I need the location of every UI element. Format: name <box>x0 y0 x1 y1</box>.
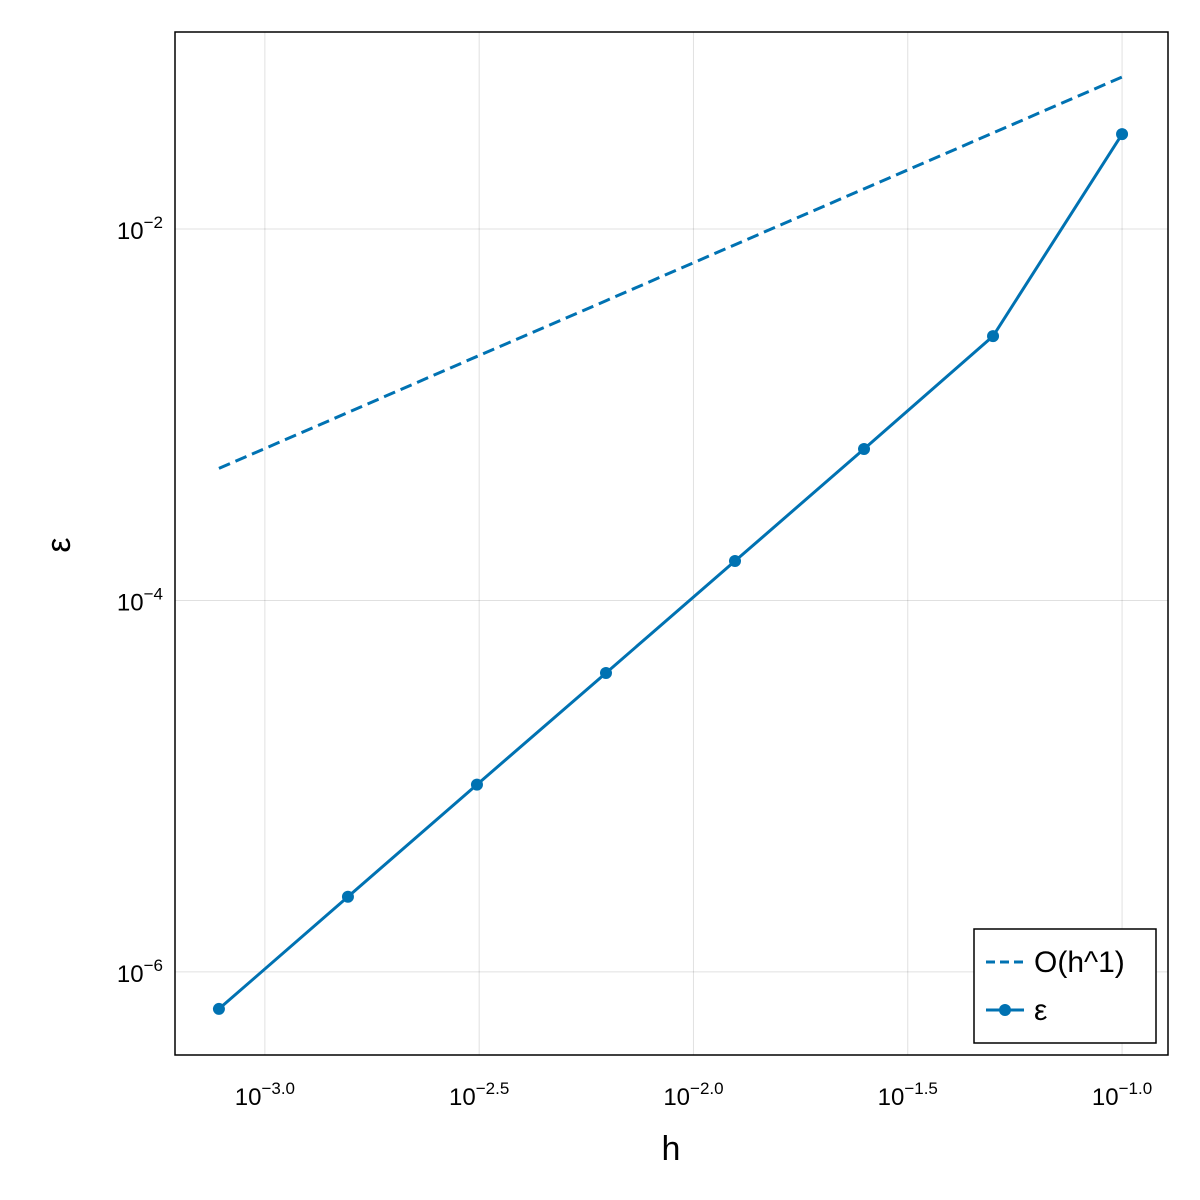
tick-label-exponent: −4 <box>144 584 163 603</box>
tick-label-exponent: −3.0 <box>261 1079 295 1098</box>
data-point <box>858 442 871 455</box>
tick-label: 10−6 <box>117 956 163 988</box>
tick-label: 10−4 <box>117 584 163 616</box>
legend-marker <box>999 1004 1011 1016</box>
legend <box>973 928 1157 1044</box>
tick-label: 10−3.0 <box>235 1079 295 1111</box>
x-axis-label: h <box>662 1130 681 1168</box>
tick-label-exponent: −2 <box>144 213 163 232</box>
tick-label-base: 10 <box>1092 1084 1119 1111</box>
tick-label: 10−2.0 <box>663 1079 723 1111</box>
tick-label-base: 10 <box>878 1084 905 1111</box>
tick-label-base: 10 <box>449 1084 476 1111</box>
data-point <box>1116 128 1129 141</box>
data-point <box>341 890 354 903</box>
y-axis-label: ε <box>40 537 78 552</box>
tick-label-exponent: −2.5 <box>476 1079 510 1098</box>
tick-label-exponent: −6 <box>144 956 163 975</box>
legend-label: ε <box>1034 994 1047 1027</box>
tick-label: 10−2 <box>117 213 163 245</box>
tick-label-base: 10 <box>117 961 144 988</box>
tick-label-base: 10 <box>117 589 144 616</box>
tick-label-base: 10 <box>663 1084 690 1111</box>
plot-frame <box>174 31 1169 1056</box>
tick-label: 10−1.5 <box>878 1079 938 1111</box>
data-point <box>729 555 742 568</box>
series-line <box>218 75 1123 470</box>
data-point <box>212 1002 225 1015</box>
tick-label-exponent: −1.5 <box>904 1079 938 1098</box>
tick-label: 10−2.5 <box>449 1079 509 1111</box>
data-point <box>987 330 1000 343</box>
tick-label-exponent: −2.0 <box>690 1079 724 1098</box>
tick-label: 10−1.0 <box>1092 1079 1152 1111</box>
tick-label-base: 10 <box>235 1084 262 1111</box>
tick-label-base: 10 <box>117 218 144 245</box>
series-line <box>217 133 1124 1011</box>
data-point <box>470 778 483 791</box>
legend-label: O(h^1) <box>1034 946 1125 979</box>
data-point <box>599 666 612 679</box>
tick-label-exponent: −1.0 <box>1119 1079 1153 1098</box>
